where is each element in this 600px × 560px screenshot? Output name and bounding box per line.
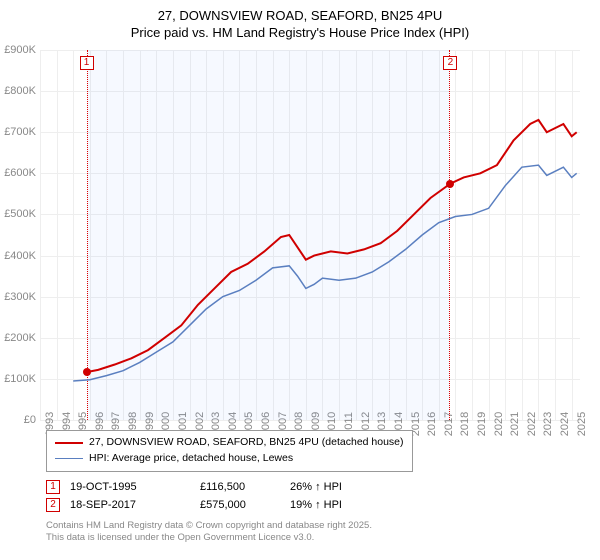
sales-table: 1 19-OCT-1995 £116,500 26% ↑ HPI 2 18-SEP-201… <box>46 478 390 514</box>
sales-row-2: 2 18-SEP-2017 £575,000 19% ↑ HPI <box>46 496 390 514</box>
plot-area: £0£100K£200K£300K£400K£500K£600K£700K£80… <box>40 50 580 420</box>
y-tick-label: £500K <box>4 208 36 220</box>
footer-line1: Contains HM Land Registry data © Crown c… <box>46 520 372 532</box>
y-tick-label: £300K <box>4 291 36 303</box>
title-line1: 27, DOWNSVIEW ROAD, SEAFORD, BN25 4PU <box>0 8 600 25</box>
sales-row-delta: 19% ↑ HPI <box>290 499 390 511</box>
chart-title: 27, DOWNSVIEW ROAD, SEAFORD, BN25 4PU Pr… <box>0 0 600 42</box>
legend-box: 27, DOWNSVIEW ROAD, SEAFORD, BN25 4PU (d… <box>46 430 413 472</box>
sales-row-marker: 2 <box>46 498 60 512</box>
y-tick-label: £800K <box>4 85 36 97</box>
y-tick-label: £400K <box>4 250 36 262</box>
y-tick-label: £600K <box>4 167 36 179</box>
legend-label: HPI: Average price, detached house, Lewe… <box>89 451 293 467</box>
legend-swatch <box>55 442 83 444</box>
sales-row-price: £116,500 <box>200 481 280 493</box>
title-line2: Price paid vs. HM Land Registry's House … <box>0 25 600 42</box>
legend-swatch <box>55 458 83 459</box>
sales-row-date: 19-OCT-1995 <box>70 481 190 493</box>
legend-label: 27, DOWNSVIEW ROAD, SEAFORD, BN25 4PU (d… <box>89 435 404 451</box>
sale-dot-2 <box>446 180 454 188</box>
sale-marker-2: 2 <box>443 56 457 70</box>
sale-dot-1 <box>83 368 91 376</box>
sales-row-date: 18-SEP-2017 <box>70 499 190 511</box>
y-tick-label: £900K <box>4 44 36 56</box>
sales-row-marker: 1 <box>46 480 60 494</box>
footer-line2: This data is licensed under the Open Gov… <box>46 532 372 544</box>
y-tick-label: £200K <box>4 332 36 344</box>
sales-row-delta: 26% ↑ HPI <box>290 481 390 493</box>
line-series-svg <box>40 50 580 420</box>
legend-row-price_paid: 27, DOWNSVIEW ROAD, SEAFORD, BN25 4PU (d… <box>55 435 404 451</box>
series-price_paid <box>87 120 577 372</box>
legend-row-hpi: HPI: Average price, detached house, Lewe… <box>55 451 404 467</box>
sales-row-price: £575,000 <box>200 499 280 511</box>
y-tick-label: £0 <box>24 414 36 426</box>
y-tick-label: £100K <box>4 373 36 385</box>
y-tick-label: £700K <box>4 126 36 138</box>
footer-attribution: Contains HM Land Registry data © Crown c… <box>46 520 372 545</box>
sale-marker-1: 1 <box>80 56 94 70</box>
chart-container: 27, DOWNSVIEW ROAD, SEAFORD, BN25 4PU Pr… <box>0 0 600 560</box>
sales-row-1: 1 19-OCT-1995 £116,500 26% ↑ HPI <box>46 478 390 496</box>
